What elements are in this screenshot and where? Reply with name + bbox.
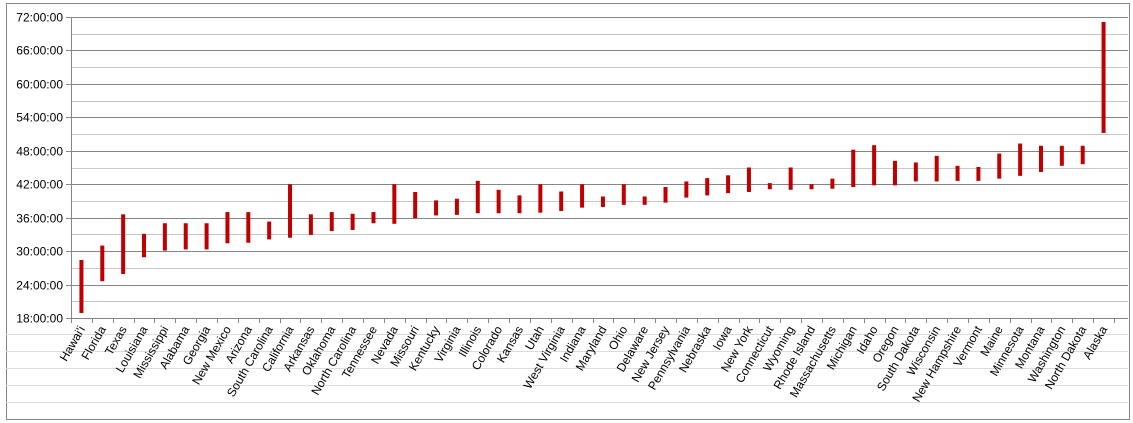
y-tick-label: 66:00:00	[16, 44, 63, 58]
range-bar	[351, 214, 355, 230]
range-bars	[79, 22, 1105, 313]
range-bar	[935, 156, 939, 182]
range-bar	[538, 184, 542, 212]
range-bar	[1060, 146, 1064, 166]
range-bar	[434, 200, 438, 215]
range-bar	[330, 212, 334, 231]
range-bar	[1018, 144, 1022, 176]
range-bar	[1039, 146, 1043, 172]
range-bar	[622, 184, 626, 205]
range-bar	[517, 195, 521, 213]
range-bar	[830, 179, 834, 189]
range-bar	[851, 150, 855, 187]
range-bar	[810, 184, 814, 189]
range-bar	[142, 234, 146, 257]
range-bar	[288, 184, 292, 238]
range-bar	[768, 183, 772, 189]
y-tick-label: 54:00:00	[16, 111, 63, 125]
range-bar	[184, 223, 188, 249]
y-tick-label: 42:00:00	[16, 178, 63, 192]
range-bar	[100, 246, 104, 282]
range-bar	[1102, 22, 1106, 133]
y-tick-label: 24:00:00	[16, 279, 63, 293]
range-bar	[455, 199, 459, 215]
range-bar	[914, 162, 918, 181]
range-bar	[643, 196, 647, 204]
range-bar	[747, 168, 751, 193]
range-bar	[789, 168, 793, 190]
range-bar	[392, 184, 396, 224]
range-bar	[726, 175, 730, 193]
y-tick-label: 36:00:00	[16, 212, 63, 226]
range-bar	[246, 212, 250, 243]
range-bar	[976, 167, 980, 181]
range-bar	[413, 192, 417, 218]
range-bar	[664, 187, 668, 203]
y-tick-label: 18:00:00	[16, 312, 63, 326]
range-bar	[872, 145, 876, 185]
range-bar	[601, 196, 605, 207]
range-bar	[267, 222, 271, 240]
range-bar	[956, 166, 960, 181]
y-axis-tick-labels: 18:00:00 24:00:00 30:00:00 36:00:00 42:00:00…	[16, 11, 63, 326]
range-bar	[476, 181, 480, 213]
range-bar	[121, 214, 125, 274]
y-tick-label: 72:00:00	[16, 11, 63, 25]
y-tick-label: 30:00:00	[16, 245, 63, 259]
range-bar	[1081, 146, 1085, 164]
range-bar	[580, 184, 584, 207]
range-bar	[997, 154, 1001, 179]
y-tick-label: 60:00:00	[16, 78, 63, 92]
y-tick-label: 48:00:00	[16, 145, 63, 159]
range-bar	[684, 181, 688, 197]
range-bar	[559, 191, 563, 211]
range-bar	[371, 212, 375, 223]
range-bar	[205, 223, 209, 249]
range-bar	[309, 214, 313, 235]
range-bar	[225, 212, 229, 243]
range-bar	[705, 178, 709, 195]
range-bar	[163, 223, 167, 250]
range-bar	[497, 190, 501, 213]
x-axis-tick-labels: Hawai'iFloridaTexasLouisianaMississippiA…	[57, 323, 1111, 405]
range-bar	[79, 260, 83, 313]
range-bar	[893, 161, 897, 186]
